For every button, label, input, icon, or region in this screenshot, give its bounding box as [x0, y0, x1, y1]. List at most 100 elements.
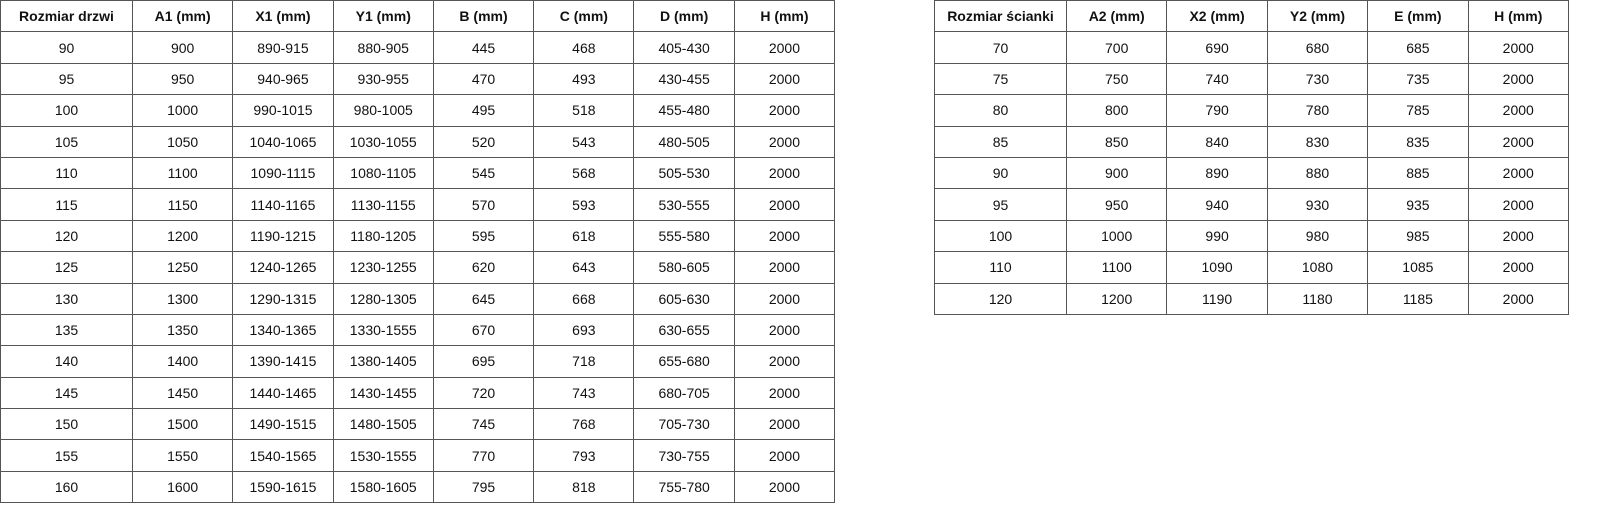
table-cell: 605-630 [633, 282, 735, 315]
table-cell: 593 [533, 188, 635, 221]
table-cell: 835 [1367, 125, 1469, 158]
table-cell: 1190 [1166, 282, 1268, 315]
table-cell: 85 [934, 125, 1067, 158]
table-cell: 545 [432, 156, 535, 190]
table-cell: 940 [1166, 188, 1268, 221]
column-header: X1 (mm) [232, 0, 334, 33]
table-cell: 145 [0, 376, 133, 410]
table-cell: 1100 [1065, 251, 1168, 284]
table-cell: 90 [934, 156, 1067, 190]
table-cell: 1280-1305 [332, 282, 434, 315]
table-cell: 2000 [733, 94, 836, 127]
table-cell: 990 [1166, 219, 1268, 253]
table-row: 125 1250 1240-1265 1230-1255 620 643 580-605 20… [0, 251, 836, 284]
table-cell: 155 [0, 439, 133, 472]
table-cell: 655-680 [633, 345, 735, 378]
table-cell: 980 [1266, 219, 1369, 253]
table-cell: 2000 [733, 62, 836, 96]
table-cell: 455-480 [633, 94, 735, 127]
table-cell: 120 [934, 282, 1067, 315]
table-cell: 770 [432, 439, 535, 472]
table-cell: 1090 [1166, 251, 1268, 284]
table-cell: 1180 [1266, 282, 1369, 315]
table-cell: 630-655 [633, 313, 735, 347]
table-cell: 2000 [1467, 31, 1569, 64]
table-cell: 130 [0, 282, 133, 315]
table-cell: 1490-1515 [232, 408, 334, 441]
table-cell: 793 [533, 439, 635, 472]
table-cell: 2000 [733, 439, 836, 472]
table-cell: 1180-1205 [332, 219, 434, 253]
table-cell: 2000 [1467, 94, 1569, 127]
table-cell: 75 [934, 62, 1067, 96]
table-cell: 980-1005 [332, 94, 434, 127]
table-row: 105 1050 1040-1065 1030-1055 520 543 480-505 20… [0, 125, 836, 158]
table-cell: 2000 [1467, 219, 1569, 253]
table-cell: 1040-1065 [232, 125, 334, 158]
table-cell: 643 [533, 251, 635, 284]
table-cell: 90 [0, 31, 133, 64]
table-cell: 680-705 [633, 376, 735, 410]
table-cell: 785 [1367, 94, 1469, 127]
table-cell: 1200 [1065, 282, 1168, 315]
table-cell: 1430-1455 [332, 376, 434, 410]
table-cell: 1450 [131, 376, 234, 410]
table-row: 115 1150 1140-1165 1130-1155 570 593 530-555 20… [0, 188, 836, 221]
table-cell: 125 [0, 251, 133, 284]
table-row: 100 1000 990 980 985 2000 [934, 219, 1569, 253]
table-cell: 520 [432, 125, 535, 158]
table-row: 130 1300 1290-1315 1280-1305 645 668 605-630 20… [0, 282, 836, 315]
table-cell: 555-580 [633, 219, 735, 253]
table-cell: 768 [533, 408, 635, 441]
table-cell: 140 [0, 345, 133, 378]
table-cell: 1500 [131, 408, 234, 441]
table-cell: 1140-1165 [232, 188, 334, 221]
column-header: B (mm) [432, 0, 535, 33]
table-cell: 935 [1367, 188, 1469, 221]
table-cell: 750 [1065, 62, 1168, 96]
table-cell: 1090-1115 [232, 156, 334, 190]
table-row: 70 700 690 680 685 2000 [934, 31, 1569, 64]
table-cell: 900 [1065, 156, 1168, 190]
table-cell: 1540-1565 [232, 439, 334, 472]
column-header: Rozmiar ścianki [934, 0, 1067, 33]
table-cell: 1080 [1266, 251, 1369, 284]
table-cell: 730-755 [633, 439, 735, 472]
table-cell: 680 [1266, 31, 1369, 64]
table-cell: 1085 [1367, 251, 1469, 284]
table-cell: 530-555 [633, 188, 735, 221]
table-cell: 1190-1215 [232, 219, 334, 253]
table-row: 150 1500 1490-1515 1480-1505 745 768 705-730 20… [0, 408, 836, 441]
table-cell: 1185 [1367, 282, 1469, 315]
table-cell: 1480-1505 [332, 408, 434, 441]
table-cell: 2000 [1467, 62, 1569, 96]
table-cell: 2000 [733, 125, 836, 158]
table-cell: 105 [0, 125, 133, 158]
table-cell: 543 [533, 125, 635, 158]
table-cell: 110 [0, 156, 133, 190]
table-cell: 950 [1065, 188, 1168, 221]
table-cell: 2000 [733, 345, 836, 378]
table-cell: 730 [1266, 62, 1369, 96]
table-cell: 518 [533, 94, 635, 127]
table-cell: 430-455 [633, 62, 735, 96]
table-cell: 755-780 [633, 470, 735, 504]
table-row: 110 1100 1090-1115 1080-1105 545 568 505-530 20… [0, 156, 836, 190]
table-cell: 595 [432, 219, 535, 253]
table-cell: 1250 [131, 251, 234, 284]
column-header: Y1 (mm) [332, 0, 434, 33]
table-cell: 840 [1166, 125, 1268, 158]
column-header: D (mm) [633, 0, 735, 33]
table-cell: 830 [1266, 125, 1369, 158]
table-cell: 1130-1155 [332, 188, 434, 221]
table-cell: 693 [533, 313, 635, 347]
table-cell: 70 [934, 31, 1067, 64]
table-cell: 580-605 [633, 251, 735, 284]
table-row: 120 1200 1190-1215 1180-1205 595 618 555-580 20… [0, 219, 836, 253]
table-row: 155 1550 1540-1565 1530-1555 770 793 730-755 20… [0, 439, 836, 472]
header-row: Rozmiar drzwi A1 (mm) X1 (mm) Y1 (mm) B (mm)… [0, 0, 836, 33]
table-row: 135 1350 1340-1365 1330-1555 670 693 630-655 20… [0, 313, 836, 347]
table-cell: 110 [934, 251, 1067, 284]
table-row: 80 800 790 780 785 2000 [934, 94, 1569, 127]
table-cell: 890 [1166, 156, 1268, 190]
